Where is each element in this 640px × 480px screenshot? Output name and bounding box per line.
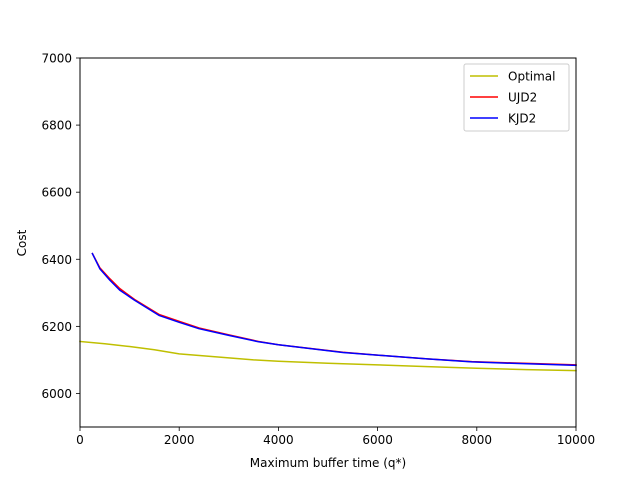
- legend-label-ujd2: UJD2: [508, 91, 537, 105]
- x-tick-label: 0: [76, 433, 84, 447]
- y-axis-label: Cost: [15, 229, 29, 256]
- x-tick-label: 2000: [164, 433, 195, 447]
- plot-frame: [79, 57, 577, 428]
- y-tick-label: 6000: [41, 387, 72, 401]
- x-tick-label: 8000: [462, 433, 493, 447]
- series-line-kjd2: [91, 252, 577, 367]
- legend-label-kjd2: KJD2: [508, 112, 536, 126]
- y-tick-label: 7000: [41, 52, 72, 66]
- x-tick-label: 6000: [362, 433, 393, 447]
- x-axis: 0 2000 4000 6000 8000 10000: [76, 427, 595, 447]
- x-tick-label: 4000: [263, 433, 294, 447]
- legend-label-optimal: Optimal: [508, 70, 555, 84]
- series-line-optimal: [79, 340, 577, 372]
- y-tick-label: 6200: [41, 320, 72, 334]
- y-tick-label: 6800: [41, 119, 72, 133]
- y-tick-label: 6600: [41, 186, 72, 200]
- y-tick-label: 6400: [41, 253, 72, 267]
- x-axis-label: Maximum buffer time (q*): [250, 456, 406, 470]
- y-axis: 6000 6200 6400 6600 6800 7000: [41, 52, 80, 401]
- legend-frame: [463, 63, 570, 132]
- x-tick-label: 10000: [557, 433, 595, 447]
- series-layer: [79, 252, 577, 372]
- legend: Optimal UJD2 KJD2: [463, 63, 570, 132]
